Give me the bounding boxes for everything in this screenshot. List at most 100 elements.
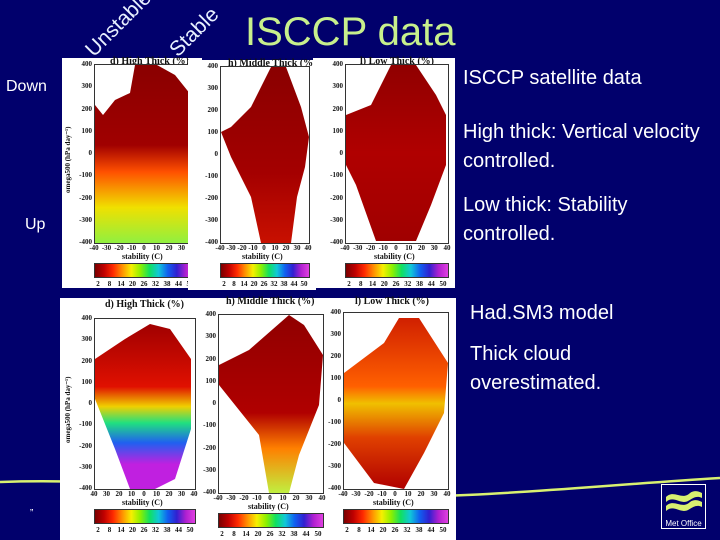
colorbar-tick-label: 38 xyxy=(280,280,288,288)
panel-title: h) Middle Thick (%) xyxy=(226,296,315,307)
colorbar-tick-label: 20 xyxy=(254,530,262,538)
bullet-thick-cloud: Thick cloud overestimated. xyxy=(470,343,602,394)
x-tick-label: -40 xyxy=(89,244,99,252)
x-tick-label: -40 xyxy=(338,490,348,498)
y-tick-label: -100 xyxy=(330,171,343,180)
y-tick-label: -200 xyxy=(328,440,341,448)
x-tick-label: 30 xyxy=(293,244,301,252)
colorbar-tick-label: 38 xyxy=(416,280,423,288)
x-tick-label: 0 xyxy=(394,244,398,252)
colorbar-tick-label: 32 xyxy=(270,280,278,288)
panel-title: d) High Thick (%) xyxy=(105,299,184,310)
colorbar-tick-label: 20 xyxy=(250,280,258,288)
y-tick-label: 0 xyxy=(88,399,93,407)
x-tick-label: 10 xyxy=(404,490,412,498)
x-tick-label: 40 xyxy=(443,490,451,498)
x-tick-label: 30 xyxy=(103,490,110,498)
colorbar-tick-label: 50 xyxy=(439,280,447,288)
colorbar-tick-label: 32 xyxy=(152,526,159,534)
cloud-frequency-region xyxy=(221,67,309,243)
y-tick-label: 300 xyxy=(330,330,342,338)
bullet-high-thick: High thick: Vertical velocity controlled… xyxy=(463,121,700,172)
colorbar-tick-label: 14 xyxy=(369,280,376,288)
y-tick-label: -200 xyxy=(79,193,92,202)
x-axis-label: stability (C) xyxy=(122,498,163,507)
cloud-frequency-region xyxy=(346,65,446,241)
y-tick-label: 200 xyxy=(330,352,342,360)
y-tick-label: 300 xyxy=(81,335,93,344)
heatmap-plot xyxy=(218,314,324,494)
cloud-frequency-region xyxy=(95,65,191,243)
y-tick-label: 0 xyxy=(212,399,217,407)
colorbar-tick-label: 26 xyxy=(140,280,148,288)
x-tick-label: 10 xyxy=(128,490,135,498)
x-tick-label: 40 xyxy=(318,494,326,502)
colorbar-tick-label: 38 xyxy=(163,280,171,288)
colorbar xyxy=(345,263,449,278)
panel-title: d) High Thick (%) xyxy=(110,56,189,67)
colorbar-tick-label: 38 xyxy=(163,526,171,534)
x-tick-label: 10 xyxy=(153,244,160,252)
colorbar-tick-label: 26 xyxy=(392,280,400,288)
x-tick-label: 40 xyxy=(443,244,451,252)
y-tick-label: 0 xyxy=(337,396,342,404)
colorbar-tick-label: 8 xyxy=(107,280,112,288)
colorbar-tick-label: 32 xyxy=(404,280,412,288)
y-axis-label: omega500 (hPa day⁻¹) xyxy=(64,126,72,193)
y-tick-label: -400 xyxy=(203,488,216,496)
heatmap-plot xyxy=(94,64,196,244)
x-tick-label: -20 xyxy=(237,244,247,252)
x-tick-label: 20 xyxy=(417,490,425,498)
y-tick-label: 300 xyxy=(332,82,344,91)
y-tick-label: 300 xyxy=(205,332,217,341)
colorbar-tick-label: 44 xyxy=(427,280,435,288)
y-tick-label: 100 xyxy=(205,376,217,385)
x-tick-label: 30 xyxy=(430,490,438,498)
heatmap-plot xyxy=(345,64,449,244)
x-tick-label: 20 xyxy=(165,490,173,498)
x-axis-label: stability (C) xyxy=(248,502,289,511)
x-axis-label: stability (C) xyxy=(374,252,415,261)
y-tick-label: -300 xyxy=(205,216,218,224)
cloud-frequency-region xyxy=(219,315,323,493)
colorbar-tick-label: 44 xyxy=(427,526,435,534)
x-tick-label: 30 xyxy=(178,490,185,498)
x-tick-label: -10 xyxy=(377,490,387,498)
x-tick-label: 0 xyxy=(142,244,146,252)
heatmap-plot xyxy=(94,318,196,490)
x-tick-label: 0 xyxy=(393,490,397,498)
colorbar-tick-label: 20 xyxy=(129,280,136,288)
x-tick-label: -30 xyxy=(101,244,112,252)
x-axis-label: stability (C) xyxy=(122,252,163,261)
x-tick-label: -30 xyxy=(353,244,363,252)
y-tick-label: 100 xyxy=(81,377,93,386)
colorbar-tick-label: 26 xyxy=(391,526,399,534)
x-tick-label: -20 xyxy=(365,244,376,252)
colorbar-tick-label: 2 xyxy=(96,526,100,534)
y-tick-label: -200 xyxy=(205,194,218,202)
x-tick-label: 10 xyxy=(153,490,160,498)
colorbar-tick-label: 8 xyxy=(232,530,236,538)
x-tick-label: -30 xyxy=(351,490,361,498)
y-tick-label: -400 xyxy=(79,484,92,492)
colorbar-tick-label: 26 xyxy=(266,530,274,538)
x-tick-label: -40 xyxy=(213,494,223,502)
y-tick-label: -100 xyxy=(328,418,341,426)
x-tick-label: 20 xyxy=(292,494,300,502)
y-tick-label: 200 xyxy=(81,104,93,113)
colorbar-tick-label: 20 xyxy=(129,526,136,534)
colorbar xyxy=(94,263,196,278)
colorbar-tick-label: 44 xyxy=(290,280,298,288)
y-tick-label: 0 xyxy=(339,149,344,157)
y-tick-label: 0 xyxy=(214,150,219,158)
x-tick-label: 20 xyxy=(418,244,425,252)
x-tick-label: 0 xyxy=(142,490,146,498)
colorbar-tick-label: 38 xyxy=(415,526,423,534)
y-tick-label: 400 xyxy=(81,314,93,322)
colorbar-tick-label: 8 xyxy=(357,526,361,534)
met-office-logo: Met Office xyxy=(661,484,706,529)
colorbar xyxy=(218,513,324,528)
x-tick-label: 10 xyxy=(279,494,287,502)
y-tick-label: 400 xyxy=(332,60,344,68)
colorbar-tick-label: 2 xyxy=(96,280,100,288)
